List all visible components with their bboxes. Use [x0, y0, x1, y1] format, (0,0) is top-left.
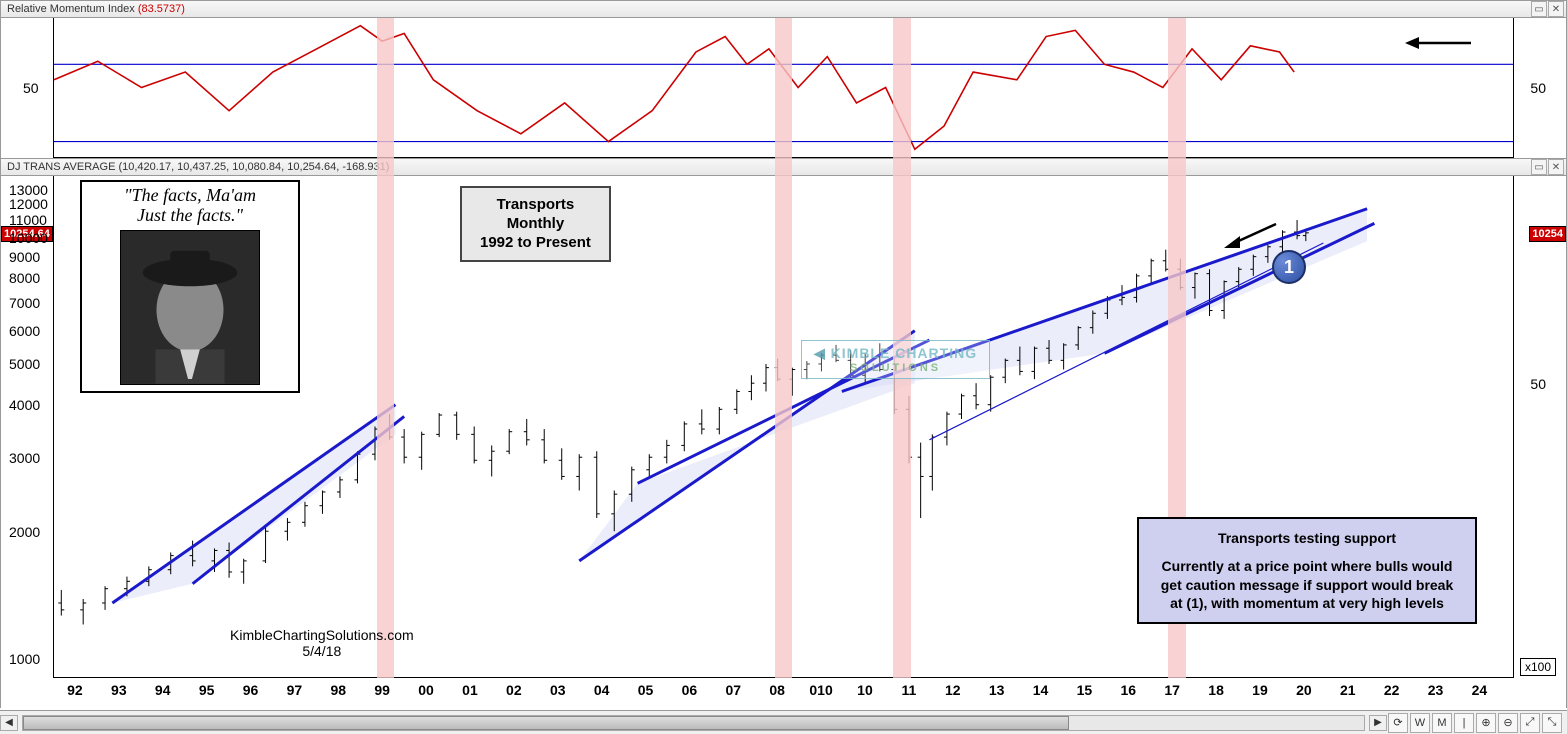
credit: KimbleChartingSolutions.com 5/4/18 — [230, 627, 414, 659]
toolbar-button[interactable]: | — [1454, 713, 1474, 733]
ytick-3000: 3000 — [9, 450, 40, 466]
xtick-17: 17 — [1164, 682, 1180, 698]
price-title: DJ TRANS AVERAGE — [7, 161, 115, 173]
toolbar-button[interactable]: ⤢ — [1520, 713, 1540, 733]
xtick-07: 07 — [725, 682, 741, 698]
xtick-11: 11 — [901, 682, 916, 698]
x100-label: x100 — [1520, 658, 1556, 676]
ytick-9000: 9000 — [9, 249, 40, 265]
xtick-24: 24 — [1472, 682, 1488, 698]
xtick-03: 03 — [550, 682, 566, 698]
xtick-05: 05 — [638, 682, 654, 698]
caption-body: Currently at a price point where bulls w… — [1153, 557, 1461, 612]
price-tag-right: 10254 — [1529, 226, 1566, 242]
marker-1: 1 — [1272, 250, 1306, 284]
toolbar-button[interactable]: ⊖ — [1498, 713, 1518, 733]
xtick-19: 19 — [1252, 682, 1268, 698]
xtick-20: 20 — [1296, 682, 1312, 698]
restore-icon[interactable]: ▭ — [1531, 1, 1547, 17]
scrollbar[interactable] — [22, 715, 1365, 731]
marker-1-arrow — [1220, 218, 1280, 252]
chart-title-box: Transports Monthly 1992 to Present — [460, 186, 611, 262]
toolbar: ◀ ▶ ⟳WM|⊕⊖⤢⤡ — [0, 710, 1567, 734]
xtick-92: 92 — [67, 682, 83, 698]
xtick-93: 93 — [111, 682, 127, 698]
ytick-11000: 11000 — [9, 212, 47, 228]
xtick-06: 06 — [682, 682, 698, 698]
close-icon[interactable]: ✕ — [1548, 159, 1564, 175]
ytick-7000: 7000 — [9, 295, 40, 311]
rmi-panel: 50 50 — [0, 18, 1567, 158]
price-ohlc: (10,420.17, 10,437.25, 10,080.84, 10,254… — [118, 161, 389, 173]
scroll-right-icon[interactable]: ▶ — [1369, 715, 1387, 731]
xtick-02: 02 — [506, 682, 522, 698]
xtick-94: 94 — [155, 682, 171, 698]
credit-l2: 5/4/18 — [230, 643, 414, 659]
xtick-99: 99 — [374, 682, 390, 698]
close-icon[interactable]: ✕ — [1548, 1, 1564, 17]
xtick-01: 01 — [462, 682, 478, 698]
ytick-2000: 2000 — [9, 524, 40, 540]
xtick-14: 14 — [1033, 682, 1049, 698]
xtick-10: 10 — [857, 682, 873, 698]
toolbar-button[interactable]: ⤡ — [1542, 713, 1562, 733]
xtick-15: 15 — [1077, 682, 1093, 698]
ytick-4000: 4000 — [9, 397, 40, 413]
ytick-13000: 13000 — [9, 182, 48, 198]
toolbar-buttons: ⟳WM|⊕⊖⤢⤡ — [1387, 713, 1563, 733]
watermark-top: KIMBLE CHARTING — [831, 345, 977, 361]
xaxis: 92 93 94 95 96 97 98 99 00 01 02 03 04 05 06 07 08 010 10 1… — [53, 678, 1514, 708]
rmi-plot[interactable] — [53, 18, 1514, 158]
caption-box: Transports testing support Currently at … — [1137, 517, 1477, 624]
xtick-04: 04 — [594, 682, 610, 698]
xtick-21: 21 — [1340, 682, 1356, 698]
rmi-value: (83.5737) — [138, 3, 185, 15]
xtick-96: 96 — [243, 682, 259, 698]
toolbar-button[interactable]: W — [1410, 713, 1430, 733]
rmi-header: Relative Momentum Index (83.5737) ▭ ✕ — [0, 0, 1567, 18]
credit-l1: KimbleChartingSolutions.com — [230, 627, 414, 643]
facts-quote-1: "The facts, Ma'am — [88, 186, 292, 206]
caption-head: Transports testing support — [1153, 529, 1461, 547]
facts-photo — [120, 230, 260, 385]
ytick-6000: 6000 — [9, 323, 40, 339]
rmi-arrow — [1403, 33, 1473, 53]
scrollbar-thumb[interactable] — [23, 716, 1069, 730]
watermark-bottom: SOLUTIONS — [814, 362, 977, 374]
title-l1: Transports — [480, 196, 591, 215]
price-header: DJ TRANS AVERAGE (10,420.17, 10,437.25, … — [0, 158, 1567, 176]
rmi-ylabel-50-left: 50 — [23, 80, 39, 96]
title-l2: Monthly — [480, 215, 591, 234]
price-ylabel-50-right: 50 — [1530, 376, 1546, 392]
xtick-22: 22 — [1384, 682, 1400, 698]
toolbar-button[interactable]: ⟳ — [1388, 713, 1408, 733]
xtick-12: 12 — [945, 682, 961, 698]
xtick-98: 98 — [330, 682, 346, 698]
xtick-23: 23 — [1428, 682, 1444, 698]
facts-quote-2: Just the facts." — [88, 206, 292, 226]
watermark: ◀ KIMBLE CHARTING SOLUTIONS — [801, 340, 990, 379]
rmi-ylabel-50-right: 50 — [1530, 80, 1546, 96]
xtick-18: 18 — [1208, 682, 1224, 698]
facts-box: "The facts, Ma'am Just the facts." — [80, 180, 300, 393]
scroll-left-icon[interactable]: ◀ — [0, 715, 18, 731]
title-l3: 1992 to Present — [480, 234, 591, 253]
ytick-8000: 8000 — [9, 270, 40, 286]
toolbar-button[interactable]: M — [1432, 713, 1452, 733]
toolbar-button[interactable]: ⊕ — [1476, 713, 1496, 733]
xtick-010: 010 — [809, 682, 832, 698]
restore-icon[interactable]: ▭ — [1531, 159, 1547, 175]
rmi-svg — [54, 18, 1513, 157]
ytick-1000: 1000 — [9, 651, 40, 667]
rmi-title: Relative Momentum Index — [7, 3, 135, 15]
xtick-95: 95 — [199, 682, 215, 698]
xtick-16: 16 — [1121, 682, 1137, 698]
xtick-00: 00 — [418, 682, 434, 698]
ytick-5000: 5000 — [9, 356, 40, 372]
xtick-97: 97 — [287, 682, 303, 698]
xtick-08: 08 — [769, 682, 785, 698]
ytick-12000: 12000 — [9, 196, 48, 212]
ytick-10000: 10000 — [9, 230, 48, 246]
xtick-13: 13 — [989, 682, 1005, 698]
